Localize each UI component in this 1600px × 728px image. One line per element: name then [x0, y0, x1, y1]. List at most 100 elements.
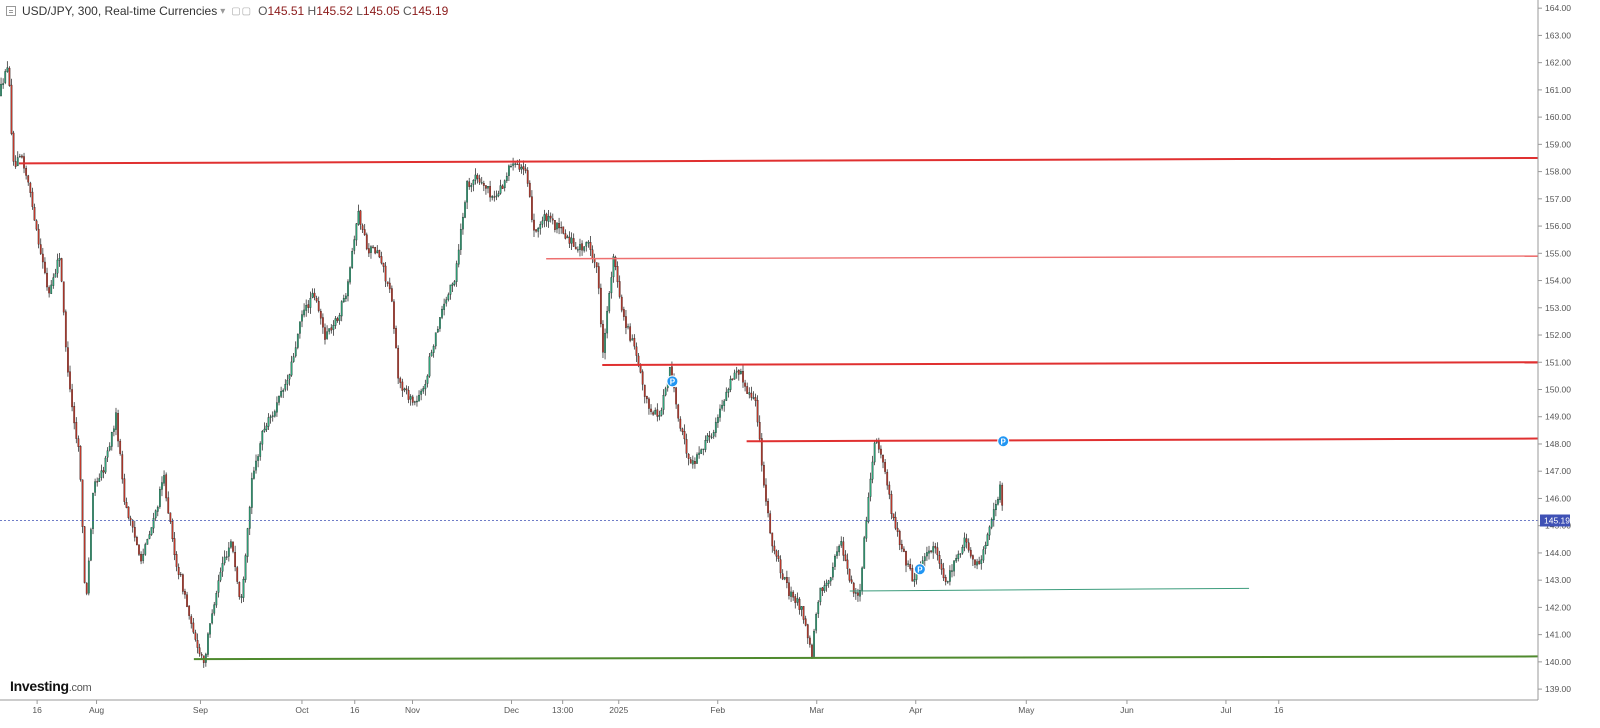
candle-up — [282, 390, 285, 392]
symbol-title[interactable]: USD/JPY, 300, Real-time Currencies — [22, 4, 218, 18]
x-tick-label: 16 — [32, 705, 42, 715]
candle — [704, 435, 707, 453]
candle-down — [171, 521, 174, 540]
candle — [627, 323, 629, 330]
candle-down — [138, 544, 140, 555]
candle-up — [547, 215, 550, 222]
candle — [497, 190, 500, 198]
candle-down — [192, 622, 195, 633]
x-tick-label: Oct — [295, 705, 309, 715]
candle — [811, 643, 813, 660]
candle — [844, 550, 847, 562]
candle-down — [64, 311, 67, 348]
chevron-down-icon[interactable]: ▾ — [220, 5, 226, 17]
candle-up — [267, 417, 270, 427]
candle — [317, 296, 320, 313]
candle — [932, 541, 935, 559]
candle-up — [986, 534, 989, 546]
candle — [286, 374, 289, 391]
candle — [599, 283, 602, 328]
candle — [884, 459, 886, 475]
candle-down — [411, 396, 414, 403]
candle — [957, 550, 960, 562]
candle-down — [44, 261, 46, 273]
candle — [428, 353, 431, 378]
candle-up — [729, 378, 732, 390]
ohlc-readout: O145.51 H145.52 L145.05 C145.19 — [258, 4, 449, 18]
candle — [767, 498, 769, 518]
candle — [746, 382, 749, 394]
candle-up — [752, 397, 755, 399]
candle — [997, 496, 999, 506]
candle-down — [190, 616, 193, 624]
candle — [694, 457, 696, 469]
menu-icon[interactable] — [6, 6, 16, 16]
candle — [100, 464, 103, 481]
candle-up — [115, 412, 117, 430]
candle-down — [781, 573, 784, 580]
candle-up — [6, 67, 9, 72]
candle-down — [528, 182, 531, 197]
candle-up — [345, 295, 347, 299]
candle — [384, 261, 387, 287]
candle — [865, 516, 868, 542]
candle — [986, 532, 989, 547]
candle — [303, 303, 305, 318]
marker-circle — [913, 563, 926, 576]
candle-up — [334, 318, 337, 326]
candle — [934, 542, 937, 554]
candle — [282, 388, 285, 398]
candle — [213, 601, 216, 616]
level-line — [546, 255, 1539, 260]
candle-down — [574, 246, 577, 250]
candle — [464, 200, 466, 219]
marker-badge: P — [913, 563, 926, 576]
candle-up — [997, 499, 999, 505]
candle-up — [714, 421, 717, 433]
candle-down — [234, 552, 237, 568]
candle — [106, 447, 109, 463]
level-line — [602, 361, 1539, 366]
y-tick-label: 163.00 — [1545, 30, 1571, 40]
candle — [804, 615, 807, 627]
candle — [299, 321, 301, 339]
candle — [52, 273, 55, 289]
settings-icons[interactable]: ▢▢ — [231, 5, 253, 17]
candle-up — [871, 461, 874, 480]
candle-down — [763, 465, 765, 486]
candle — [480, 176, 483, 185]
candle — [788, 577, 790, 600]
candle-up — [466, 181, 468, 203]
candle — [740, 368, 742, 375]
candle-down — [969, 549, 972, 557]
candle — [409, 394, 412, 406]
candle — [501, 184, 504, 189]
candle-up — [426, 375, 429, 384]
candle — [117, 409, 119, 448]
candle — [10, 78, 13, 136]
candle — [748, 387, 751, 399]
candle — [156, 505, 159, 517]
candle — [355, 223, 358, 246]
candle-down — [944, 577, 947, 582]
candle — [445, 296, 448, 307]
candle — [96, 477, 99, 487]
candle — [4, 69, 7, 85]
candle-up — [829, 577, 832, 582]
candle — [662, 389, 665, 415]
candle — [512, 157, 514, 171]
candle — [368, 243, 370, 258]
candle-down — [83, 526, 86, 583]
candle-down — [102, 470, 105, 473]
candle-up — [990, 519, 993, 528]
x-tick-label: Feb — [710, 705, 725, 715]
candle-up — [104, 457, 107, 473]
candle — [656, 403, 659, 422]
candle-down — [769, 513, 772, 534]
candle-down — [29, 182, 32, 193]
x-tick-label: Jul — [1221, 705, 1232, 715]
candle — [307, 300, 310, 314]
candle — [209, 623, 211, 638]
candle — [988, 525, 991, 540]
